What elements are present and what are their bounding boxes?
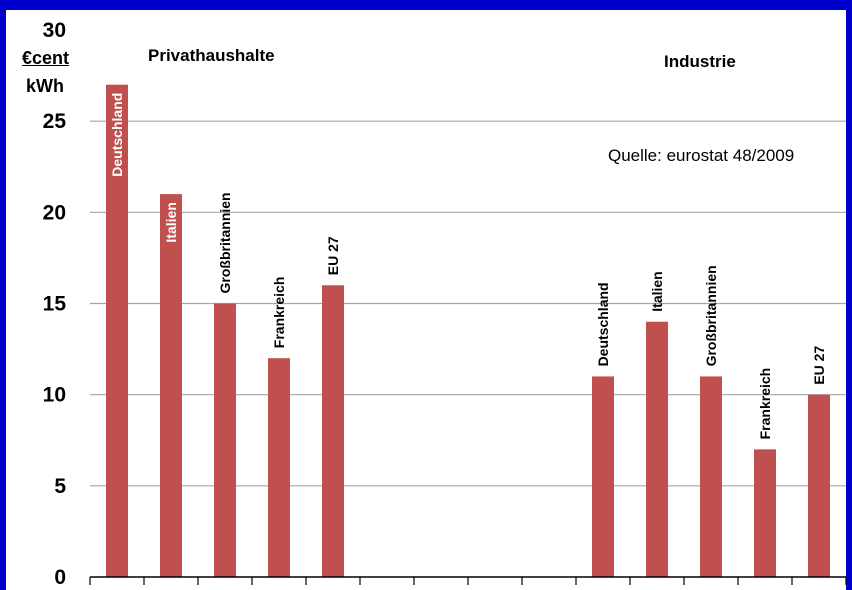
y-tick-label: 30: [43, 19, 66, 42]
y-tick-label: 20: [43, 201, 66, 224]
bar-label: Italien: [163, 202, 179, 242]
bar: [106, 84, 128, 577]
y-tick-label: 0: [54, 566, 66, 589]
bar-label: Deutschland: [595, 282, 611, 366]
group-label-privathaushalte: Privathaushalte: [148, 46, 275, 65]
y-unit-numerator: €cent: [22, 48, 70, 68]
bar: [322, 285, 344, 577]
gridlines: [90, 120, 846, 487]
bar: [160, 194, 182, 577]
y-tick-label: 15: [43, 293, 67, 316]
y-tick-labels: 0 5 10 15 20 25 30: [43, 19, 67, 589]
bar: [214, 303, 236, 577]
bar-label: Großbritannien: [703, 265, 719, 366]
bar: [808, 394, 830, 577]
bar-label: EU 27: [811, 346, 827, 385]
bar-label: Großbritannien: [217, 192, 233, 293]
bar-label: Italien: [649, 271, 665, 311]
bar-label: Frankreich: [757, 368, 773, 440]
y-tick-label: 25: [43, 110, 67, 133]
bar: [646, 321, 668, 577]
bar: [592, 376, 614, 577]
bar: [268, 358, 290, 577]
frame-right-border: [846, 0, 852, 590]
bar-label: Deutschland: [109, 93, 125, 177]
y-unit-denominator: kWh: [26, 76, 64, 96]
bar: [700, 376, 722, 577]
frame-left-border: [0, 0, 6, 590]
group-label-industrie: Industrie: [664, 52, 736, 71]
bars: [106, 84, 830, 577]
source-note: Quelle: eurostat 48/2009: [608, 146, 795, 165]
bar-label: Frankreich: [271, 277, 287, 349]
bar-label: EU 27: [325, 236, 341, 275]
x-axis: [89, 576, 847, 585]
frame-top-band: [0, 0, 852, 10]
bar: [754, 449, 776, 577]
bar-labels: Deutschland Italien Großbritannien Frankrei…: [109, 93, 827, 440]
y-tick-label: 5: [54, 475, 66, 498]
y-tick-label: 10: [43, 384, 66, 407]
